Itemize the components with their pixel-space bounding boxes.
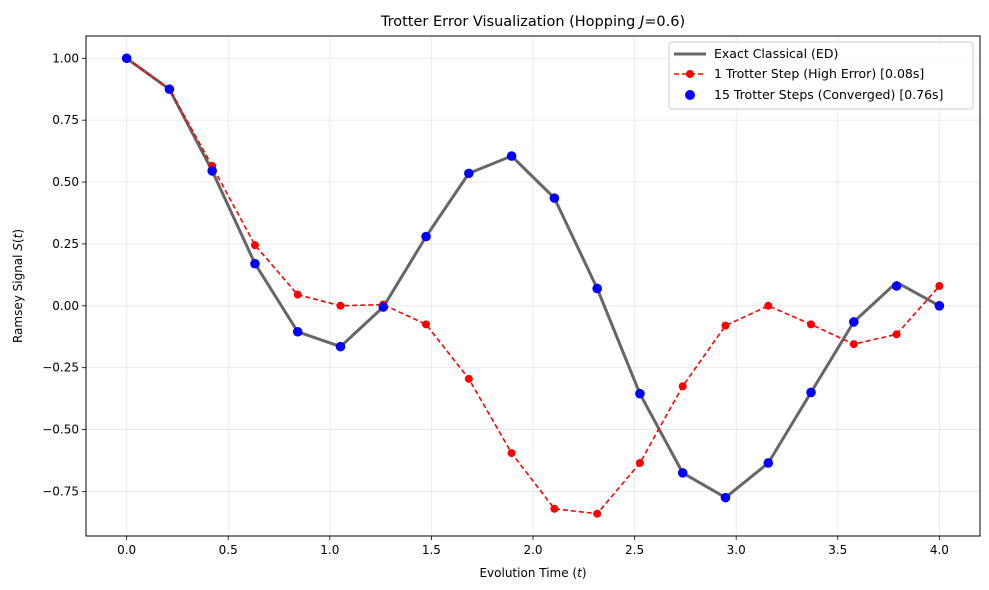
chart-title: Trotter Error Visualization (Hopping J=0… [380, 14, 685, 30]
legend-marker-trotter1 [686, 70, 694, 78]
y-tick-label: −0.25 [42, 361, 79, 375]
trotter15-point [378, 302, 389, 312]
trotter1-point [764, 301, 773, 310]
trotter1-point [678, 382, 687, 391]
trotter15-point [635, 388, 645, 399]
trotter15-point [292, 326, 303, 337]
x-tick-label: 0.0 [117, 543, 136, 557]
y-tick-label: 0.50 [52, 175, 79, 189]
y-tick-label: 0.00 [52, 299, 79, 313]
trotter15-point [250, 258, 260, 269]
trotter15-point [335, 341, 346, 352]
trotter1-point [422, 320, 431, 329]
trotter15-point [549, 193, 560, 203]
trotter1-point [550, 504, 559, 513]
x-tick-label: 4.0 [930, 543, 949, 557]
trotter15-point [592, 283, 602, 294]
trotter15-point [849, 317, 859, 327]
x-tick-label: 1.0 [320, 543, 339, 557]
trotter1-point [336, 301, 345, 310]
trotter1-point [721, 321, 730, 330]
trotter1-point [593, 509, 602, 518]
x-tick-label: 2.5 [625, 543, 644, 557]
x-tick-label: 3.0 [727, 543, 746, 557]
trotter1-point [807, 320, 816, 329]
trotter1-point [293, 290, 302, 299]
y-tick-label: −0.75 [42, 484, 79, 498]
trotter15-point [891, 281, 902, 291]
trotter1-point [892, 330, 901, 339]
trotter15-point [421, 231, 431, 242]
legend-label-trotter1: 1 Trotter Step (High Error) [0.08s] [714, 66, 924, 81]
ticks: 0.0 0.5 1.0 1.5 2.0 2.5 3.0 3.5 4.0 1.00 0.75 0.50 0… [42, 51, 949, 557]
legend-marker-trotter15 [685, 90, 695, 100]
trotter15-point [934, 301, 945, 311]
x-axis-title: Evolution Time (t) [479, 566, 586, 580]
trotter1-point [507, 449, 516, 458]
trotter1-point [464, 374, 473, 383]
trotter1-point [635, 458, 644, 467]
trotter15-point [720, 492, 731, 503]
y-tick-label: 1.00 [52, 51, 79, 65]
trotter1-point [849, 340, 858, 349]
trotter1-point [250, 241, 259, 250]
y-tick-label: 0.75 [52, 113, 79, 127]
trotter15-point [121, 53, 132, 64]
x-tick-label: 3.5 [828, 543, 847, 557]
x-tick-label: 0.5 [219, 543, 238, 557]
legend-box [668, 41, 974, 110]
x-tick-label: 1.5 [422, 543, 441, 557]
legend: Exact Classical (ED) 1 Trotter Step (Hig… [668, 41, 974, 110]
legend-label-trotter15: 15 Trotter Steps (Converged) [0.76s] [714, 87, 943, 102]
y-axis-title: Ramsey Signal S(t) [11, 229, 25, 343]
legend-label-exact: Exact Classical (ED) [714, 46, 838, 61]
trotter15-point [763, 458, 774, 468]
y-tick-label: −0.50 [42, 423, 79, 437]
x-tick-label: 2.0 [523, 543, 542, 557]
trotter15-point [506, 151, 517, 161]
trotter15-point [207, 166, 217, 176]
plot-series [121, 53, 945, 518]
trotter15-point [464, 168, 474, 179]
trotter15-point [677, 468, 688, 478]
series-line-exact [125, 57, 941, 500]
y-tick-label: 0.25 [52, 237, 79, 251]
trotter15-point [164, 84, 175, 95]
trotter15-point [806, 387, 816, 398]
trotter1-point [935, 282, 944, 290]
series-line-trotter1 [126, 57, 940, 515]
